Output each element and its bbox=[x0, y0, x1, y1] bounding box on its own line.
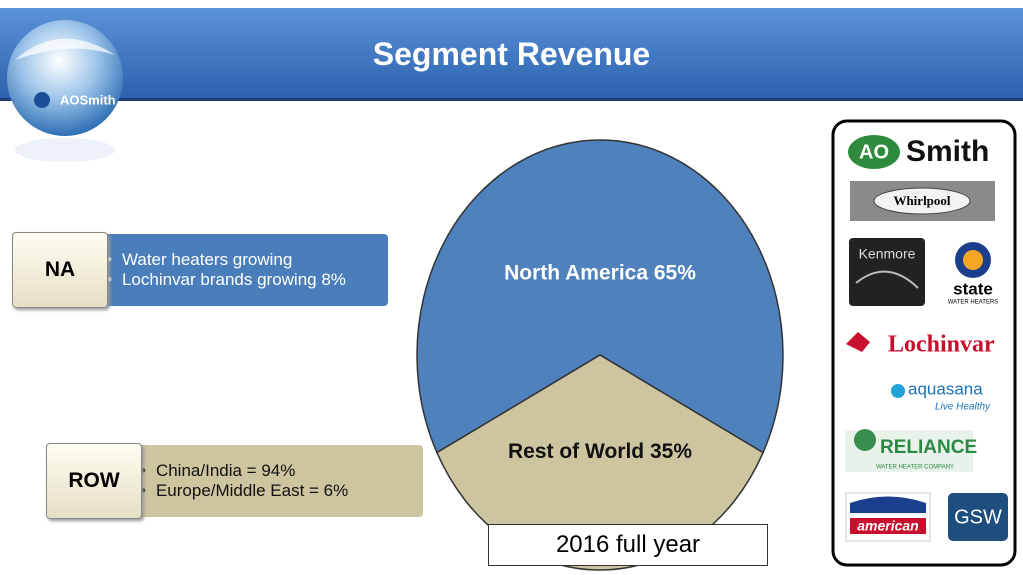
segment-tag: ROW bbox=[46, 443, 142, 519]
brand-text: WATER HEATERS bbox=[948, 300, 999, 306]
brand-text: RELIANCE bbox=[880, 437, 977, 458]
pie-slice bbox=[416, 139, 784, 454]
brand-text: AO bbox=[859, 141, 889, 163]
brand-text: Live Healthy bbox=[935, 402, 991, 413]
slice-label: North America 65% bbox=[504, 261, 696, 284]
header-bar bbox=[0, 8, 1023, 101]
slide-title: Segment Revenue bbox=[372, 36, 651, 72]
row-panel: China/India = 94% Europe/Middle East = 6… bbox=[130, 445, 423, 517]
bullet: Europe/Middle East = 6% bbox=[156, 481, 423, 501]
brand-text: Lochinvar bbox=[888, 332, 995, 358]
brand-panel: AO Smith Whirlpool Kenmore state WATER H… bbox=[831, 119, 1017, 567]
slice-value-label: 35% bbox=[650, 439, 692, 462]
pie-slice bbox=[435, 354, 765, 571]
slice-value-label: 65% bbox=[654, 261, 696, 284]
segment-tag: NA bbox=[12, 232, 108, 308]
brand-text: WATER HEATER COMPANY bbox=[876, 465, 954, 471]
logo-globe: AOSmith bbox=[7, 20, 123, 162]
na-panel: Water heaters growing Lochinvar brands g… bbox=[96, 234, 388, 306]
slice-category: North America bbox=[504, 261, 648, 284]
brand-text: Smith bbox=[906, 135, 989, 168]
slice-category: Rest of World bbox=[508, 439, 644, 462]
brand-text: american bbox=[857, 518, 918, 534]
logo-text: AOSmith bbox=[60, 92, 116, 107]
pie-chart: North America 65% Rest of World 35% bbox=[416, 139, 784, 571]
bullet: China/India = 94% bbox=[156, 461, 423, 481]
brand-text: state bbox=[953, 279, 993, 298]
brand-text: GSW bbox=[954, 506, 1002, 528]
bullet: Lochinvar brands growing 8% bbox=[122, 270, 388, 290]
bullet: Water heaters growing bbox=[122, 250, 388, 270]
brand-text: Kenmore bbox=[859, 246, 916, 262]
brand-text: Whirlpool bbox=[893, 193, 950, 208]
chart-caption: 2016 full year bbox=[488, 524, 768, 566]
brand-text: aquasana bbox=[908, 379, 983, 398]
slice-label: Rest of World 35% bbox=[508, 439, 692, 462]
